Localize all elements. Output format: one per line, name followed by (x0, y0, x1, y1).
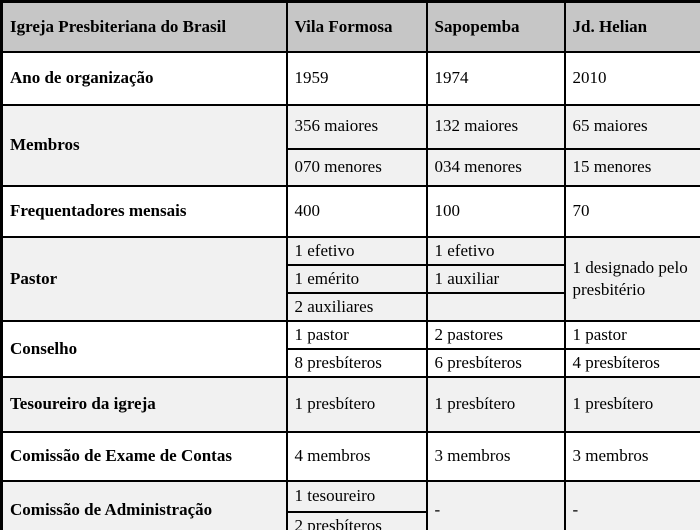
cell-ano-vila-formosa: 1959 (285, 50, 428, 106)
row-label-ano-de-organizacao: Ano de organização (0, 50, 288, 106)
cell-membros-sapopemba-maiores: 132 maiores (425, 103, 566, 150)
cell-exame-vila-formosa: 4 membros (285, 430, 428, 482)
row-label-membros: Membros (0, 103, 288, 187)
cell-pastor-sapopemba-1: 1 efetivo (425, 235, 566, 266)
cell-exame-sapopemba: 3 membros (425, 430, 566, 482)
cell-pastor-sapopemba-3 (425, 291, 566, 322)
cell-conselho-vila-formosa-2: 8 presbíteros (285, 347, 428, 378)
cell-conselho-jd-helian-1: 1 pastor (563, 319, 700, 350)
table-row: Comissão de Exame de Contas 4 membros 3 … (0, 430, 700, 482)
table-row: Pastor 1 efetivo 1 efetivo 1 designado p… (0, 235, 700, 322)
cell-ano-jd-helian: 2010 (563, 50, 700, 106)
row-label-frequentadores-mensais: Frequentadores mensais (0, 184, 288, 238)
cell-administracao-vila-formosa-2: 2 presbíteros (285, 510, 428, 530)
table-row: Ano de organização 1959 1974 2010 (0, 50, 700, 106)
cell-conselho-sapopemba-1: 2 pastores (425, 319, 566, 350)
table-row: 1 emérito 1 auxiliar (2, 263, 700, 294)
column-header-vila-formosa: Vila Formosa (285, 0, 428, 53)
table-row: Conselho 1 pastor 2 pastores 1 pastor (0, 319, 700, 378)
row-label-comissao-administracao: Comissão de Administração (0, 479, 288, 530)
cell-membros-vila-formosa-maiores: 356 maiores (285, 103, 428, 150)
cell-membros-sapopemba-menores: 034 menores (425, 147, 566, 187)
cell-pastor-vila-formosa-1: 1 efetivo (285, 235, 428, 266)
cell-tesoureiro-vila-formosa: 1 presbítero (285, 375, 428, 433)
cell-tesoureiro-sapopemba: 1 presbítero (425, 375, 566, 433)
cell-administracao-jd-helian: - (563, 479, 700, 530)
table-row: Membros 356 maiores 132 maiores 65 maior… (0, 103, 700, 187)
column-header-sapopemba: Sapopemba (425, 0, 566, 53)
row-label-pastor: Pastor (0, 235, 288, 322)
cell-membros-jd-helian-menores: 15 menores (563, 147, 700, 187)
row-label-conselho: Conselho (0, 319, 288, 378)
table-row: 2 auxiliares (2, 291, 700, 322)
cell-conselho-jd-helian-2: 4 presbíteros (563, 347, 700, 378)
cell-exame-jd-helian: 3 membros (563, 430, 700, 482)
table-row: Comissão de Administração 1 tesoureiro -… (0, 479, 700, 530)
table-row: 2 presbíteros (2, 510, 700, 530)
cell-ano-sapopemba: 1974 (425, 50, 566, 106)
cell-conselho-vila-formosa-1: 1 pastor (285, 319, 428, 350)
cell-pastor-jd-helian: 1 designado pelo presbitério (563, 235, 700, 322)
cell-administracao-sapopemba: - (425, 479, 566, 530)
row-label-tesoureiro-da-igreja: Tesoureiro da igreja (0, 375, 288, 433)
cell-pastor-vila-formosa-2: 1 emérito (285, 263, 428, 294)
cell-conselho-sapopemba-2: 6 presbíteros (425, 347, 566, 378)
cell-membros-vila-formosa-menores: 070 menores (285, 147, 428, 187)
cell-frequentadores-sapopemba: 100 (425, 184, 566, 238)
row-label-comissao-exame-contas: Comissão de Exame de Contas (0, 430, 288, 482)
cell-membros-jd-helian-maiores: 65 maiores (563, 103, 700, 150)
table-row: Frequentadores mensais 400 100 70 (0, 184, 700, 238)
cell-tesoureiro-jd-helian: 1 presbítero (563, 375, 700, 433)
cell-pastor-sapopemba-2: 1 auxiliar (425, 263, 566, 294)
table-row: 070 menores 034 menores 15 menores (2, 147, 700, 187)
table-header-row: Igreja Presbiteriana do Brasil Vila Form… (0, 0, 700, 53)
table-title-cell: Igreja Presbiteriana do Brasil (0, 0, 288, 53)
cell-pastor-vila-formosa-3: 2 auxiliares (285, 291, 428, 322)
cell-frequentadores-jd-helian: 70 (563, 184, 700, 238)
table-row: Tesoureiro da igreja 1 presbítero 1 pres… (0, 375, 700, 433)
column-header-jd-helian: Jd. Helian (563, 0, 700, 53)
cell-frequentadores-vila-formosa: 400 (285, 184, 428, 238)
cell-administracao-vila-formosa-1: 1 tesoureiro (285, 479, 428, 513)
table-row: 8 presbíteros 6 presbíteros 4 presbítero… (2, 347, 700, 378)
